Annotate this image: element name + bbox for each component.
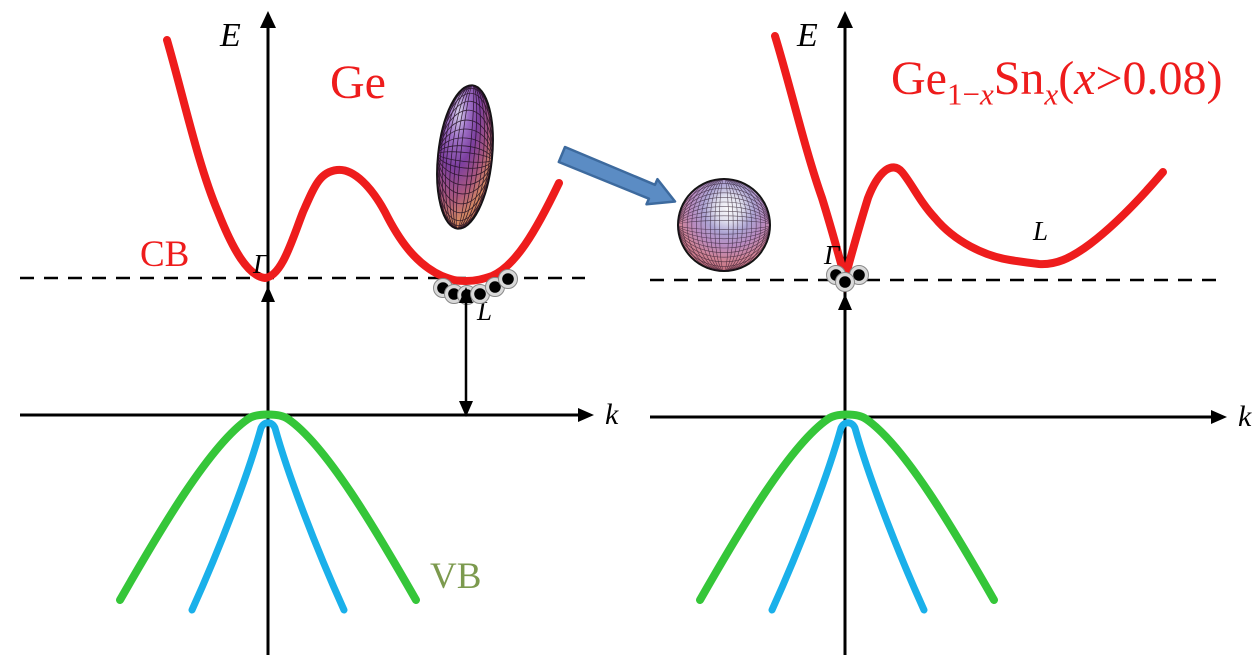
svg-text:k: k: [1238, 400, 1252, 433]
svg-text:Ge: Ge: [330, 56, 386, 109]
svg-text:L: L: [1032, 216, 1048, 246]
svg-text:E: E: [796, 17, 818, 54]
svg-text:Γ: Γ: [252, 249, 270, 279]
svg-text:CB: CB: [140, 234, 189, 275]
svg-text:k: k: [605, 398, 619, 431]
svg-text:E: E: [219, 17, 241, 54]
svg-text:VB: VB: [430, 556, 481, 597]
